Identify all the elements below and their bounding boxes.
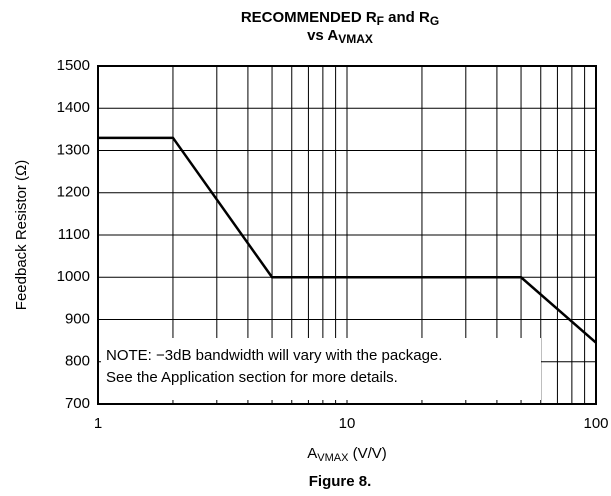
chart-subtitle-part: vs A bbox=[307, 27, 338, 44]
annotation: See the Application section for more det… bbox=[106, 369, 398, 386]
x-tick-label: 100 bbox=[583, 415, 608, 432]
y-tick-label: 900 bbox=[65, 310, 90, 327]
y-tick-label: 1000 bbox=[57, 268, 90, 285]
y-tick-label: 1200 bbox=[57, 184, 90, 201]
chart-title-part: RECOMMENDED R bbox=[241, 9, 377, 26]
annotation: NOTE: −3dB bandwidth will vary with the … bbox=[106, 347, 442, 364]
y-tick-label: 1300 bbox=[57, 141, 90, 158]
x-tick-label: 10 bbox=[339, 415, 356, 432]
chart-subtitle-part: VMAX bbox=[338, 32, 373, 46]
y-tick-label: 1100 bbox=[58, 226, 90, 243]
chart-subtitle: vs AVMAX bbox=[307, 27, 373, 46]
chart-title-part: G bbox=[430, 14, 439, 28]
data-line bbox=[98, 136, 597, 344]
caption: Figure 8. bbox=[309, 473, 372, 490]
chart-title-part: F bbox=[377, 14, 384, 28]
x-axis-label-part: VMAX bbox=[317, 452, 349, 464]
x-axis-label: AVMAX (V/V) bbox=[307, 445, 387, 464]
plot-frame bbox=[97, 65, 597, 405]
y-tick-label: 800 bbox=[65, 353, 90, 370]
note-box bbox=[101, 338, 541, 400]
y-tick-label: 1400 bbox=[57, 99, 90, 116]
y-tick-label: 1500 bbox=[57, 57, 90, 74]
x-axis-label-part: A bbox=[307, 445, 317, 462]
x-tick-label: 1 bbox=[94, 415, 102, 432]
y-axis-label: Feedback Resistor (Ω) bbox=[13, 160, 30, 310]
y-tick-label: 700 bbox=[65, 395, 90, 412]
chart-title: RECOMMENDED RF and RG bbox=[241, 9, 439, 28]
chart-title-part: and R bbox=[384, 9, 430, 26]
x-axis-label-part: (V/V) bbox=[348, 445, 386, 462]
